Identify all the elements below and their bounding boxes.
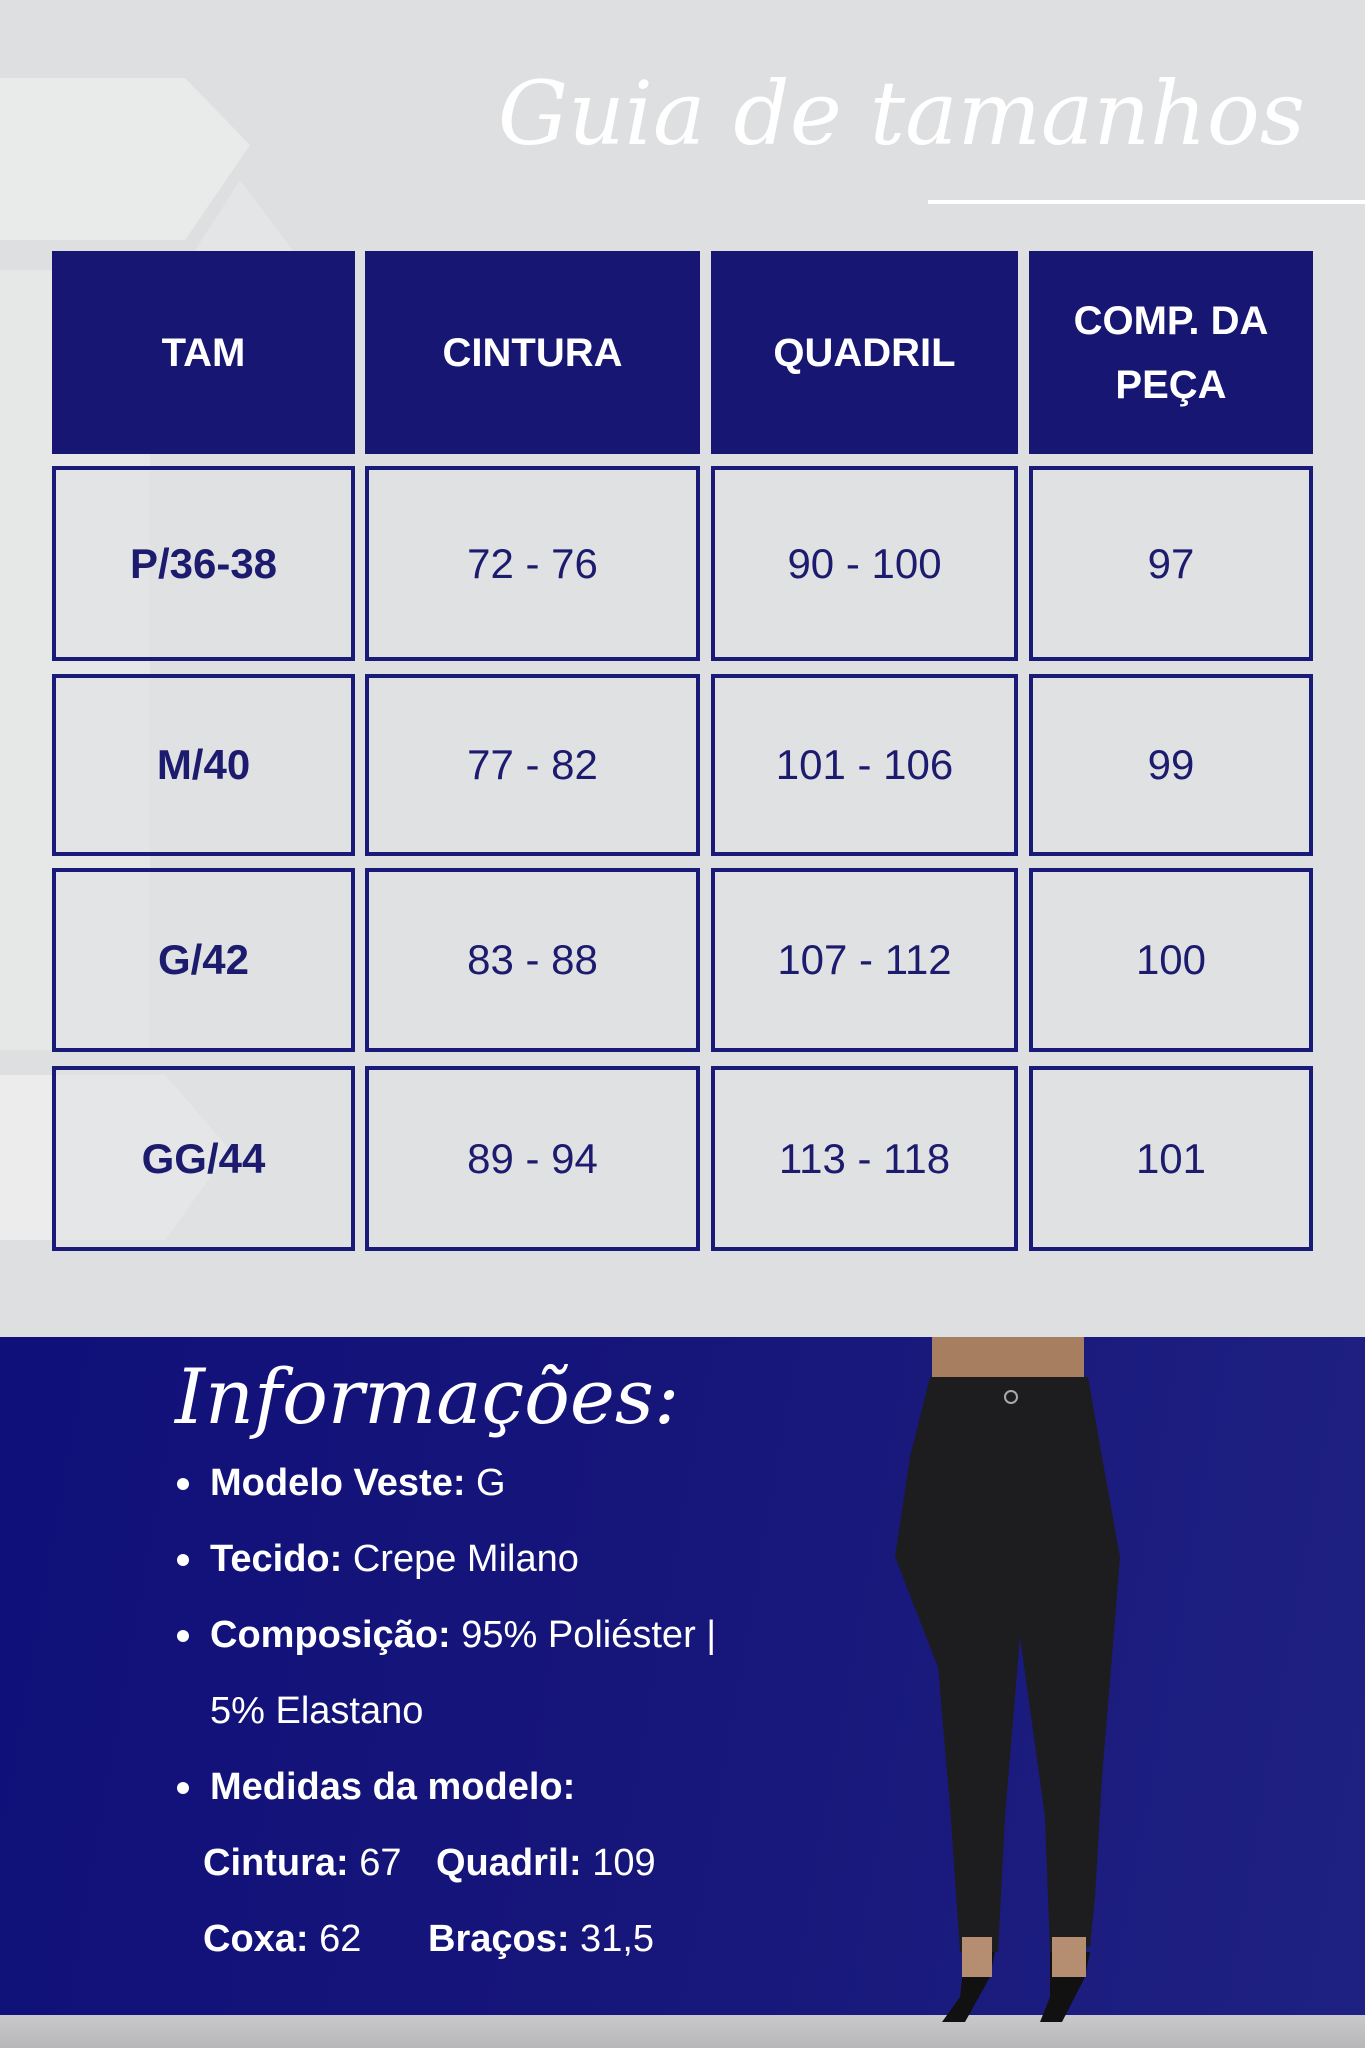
title-underline xyxy=(928,200,1365,204)
label: Quadril: xyxy=(436,1842,582,1884)
bullet xyxy=(177,1554,189,1566)
info-quadril: Quadril: 109 xyxy=(436,1842,656,1885)
table-cell: 107 - 112 xyxy=(711,868,1018,1052)
info-cintura: Cintura: 67 xyxy=(203,1842,401,1885)
info-bracos: Braços: 31,5 xyxy=(428,1918,654,1961)
value: 31,5 xyxy=(569,1918,655,1960)
bullet xyxy=(177,1630,189,1642)
label: Composição: xyxy=(210,1614,451,1656)
model-photo xyxy=(895,1337,1120,2022)
table-cell: 89 - 94 xyxy=(365,1066,700,1251)
table-cell: 97 xyxy=(1029,466,1313,661)
table-header-cell: TAM xyxy=(52,251,355,454)
value: 67 xyxy=(348,1842,402,1884)
table-header-cell: QUADRIL xyxy=(711,251,1018,454)
label: Tecido: xyxy=(210,1538,343,1580)
table-header-cell: CINTURA xyxy=(365,251,700,454)
bullet xyxy=(177,1782,189,1794)
value: Crepe Milano xyxy=(342,1538,579,1580)
value: 62 xyxy=(308,1918,362,1960)
table-cell: GG/44 xyxy=(52,1066,355,1251)
info-tecido: Tecido: Crepe Milano xyxy=(210,1538,579,1581)
label: Cintura: xyxy=(203,1842,349,1884)
bullet xyxy=(177,1478,189,1490)
label: Braços: xyxy=(428,1918,570,1960)
table-cell: 101 xyxy=(1029,1066,1313,1251)
table-cell: 90 - 100 xyxy=(711,466,1018,661)
table-cell: P/36-38 xyxy=(52,466,355,661)
info-title: Informações: xyxy=(175,1352,680,1441)
table-cell: 99 xyxy=(1029,674,1313,856)
table-cell: 72 - 76 xyxy=(365,466,700,661)
value: 95% Poliéster | xyxy=(450,1614,717,1656)
page-title: Guia de tamanhos xyxy=(497,62,1305,165)
label: Modelo Veste: xyxy=(210,1462,466,1504)
table-cell: 100 xyxy=(1029,868,1313,1052)
value: 109 xyxy=(581,1842,656,1884)
info-composicao-2: 5% Elastano xyxy=(210,1690,424,1732)
table-cell: 113 - 118 xyxy=(711,1066,1018,1251)
table-cell: 77 - 82 xyxy=(365,674,700,856)
label: Coxa: xyxy=(203,1918,309,1960)
table-cell: M/40 xyxy=(52,674,355,856)
value: G xyxy=(465,1462,506,1504)
bottom-strip xyxy=(0,2015,1365,2048)
info-section xyxy=(0,1337,1365,2015)
table-header-cell: COMP. DA PEÇA xyxy=(1029,251,1313,454)
info-modelo: Modelo Veste: G xyxy=(210,1462,506,1505)
info-composicao: Composição: 95% Poliéster | xyxy=(210,1614,716,1657)
info-coxa: Coxa: 62 xyxy=(203,1918,361,1961)
table-cell: 83 - 88 xyxy=(365,868,700,1052)
table-cell: G/42 xyxy=(52,868,355,1052)
table-cell: 101 - 106 xyxy=(711,674,1018,856)
info-medidas: Medidas da modelo: xyxy=(210,1766,575,1809)
label: Medidas da modelo: xyxy=(210,1766,576,1808)
